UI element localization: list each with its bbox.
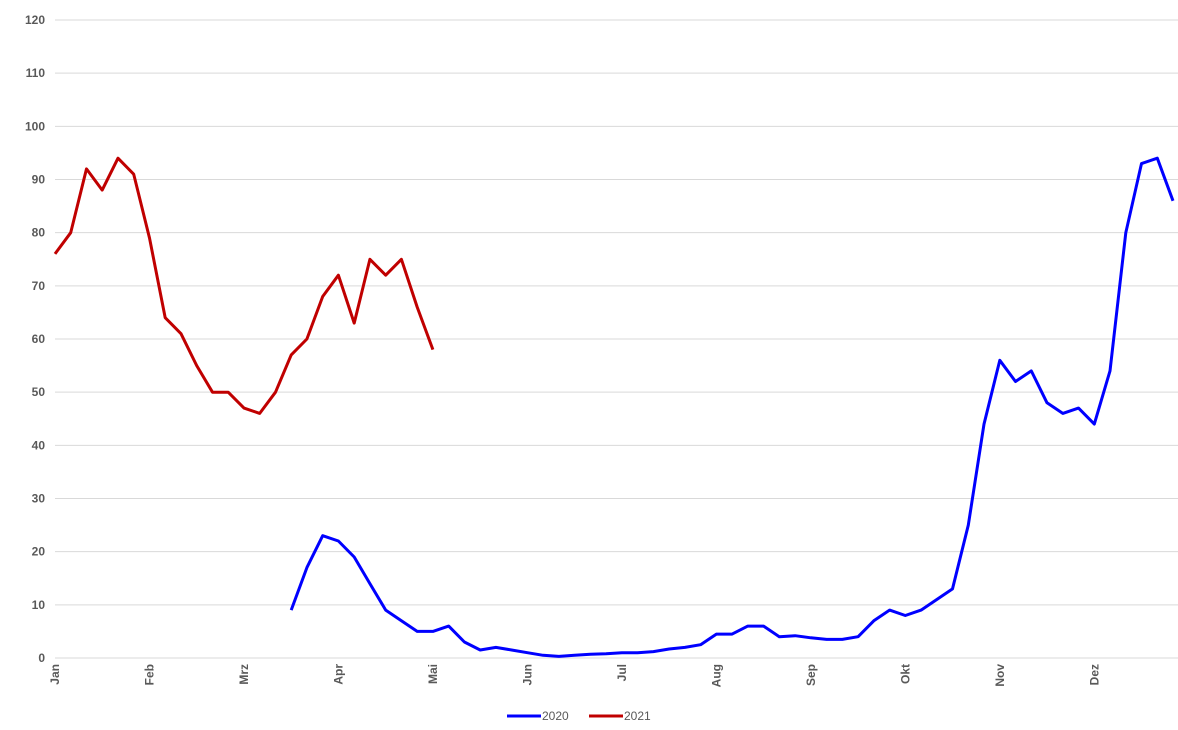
x-tick-label: Aug [709,664,723,687]
x-tick-label: Jun [520,664,534,685]
y-tick-label: 50 [32,385,46,399]
legend-label: 2020 [542,709,569,723]
x-tick-label: Mrz [237,664,251,685]
x-tick-label: Jul [615,664,629,681]
y-tick-label: 60 [32,332,46,346]
legend-label: 2021 [624,709,651,723]
y-tick-label: 10 [32,598,46,612]
series-line [53,156,435,415]
y-tick-label: 0 [38,651,45,665]
y-tick-label: 70 [32,279,46,293]
series-line [289,156,1175,658]
y-tick-label: 30 [32,492,46,506]
x-tick-label: Okt [898,664,912,684]
y-tick-label: 20 [32,545,46,559]
y-tick-label: 80 [32,226,46,240]
x-tick-label: Sep [804,664,818,686]
y-tick-label: 40 [32,438,46,452]
x-tick-label: Nov [993,664,1007,687]
y-tick-label: 90 [32,173,46,187]
y-tick-label: 100 [25,119,45,133]
x-tick-label: Dez [1087,664,1101,685]
x-tick-label: Mai [426,664,440,684]
x-tick-label: Feb [142,664,156,685]
y-tick-label: 110 [26,66,46,80]
x-tick-label: Apr [331,664,345,685]
x-tick-label: Jan [48,664,62,685]
y-tick-label: 120 [25,13,45,27]
